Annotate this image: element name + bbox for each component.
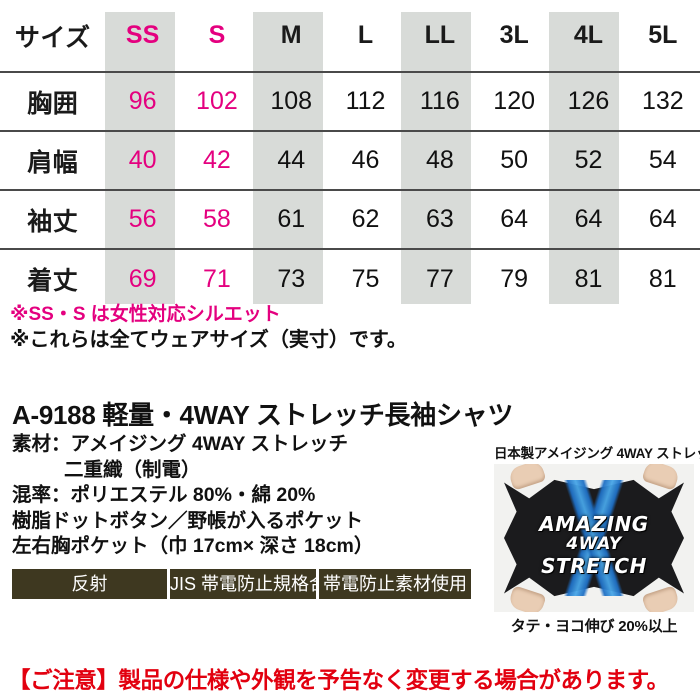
cell-shoulder-l: 46 [328,130,403,190]
row-label-shoulder: 肩幅 [0,130,106,190]
cell-bust-ll: 116 [402,71,477,131]
size-header-label: サイズ [14,23,91,52]
size-table-section: サイズ SS S M L LL 3L 4L 5L 胸囲 96 102 108 1… [0,0,700,308]
size-column-header-l: L [357,21,374,49]
product-info-section: A-9188 軽量・4WAY ストレッチ長袖シャツ 素材：アメイジング 4WAY… [12,398,514,560]
table-row: 着丈 69 71 73 75 77 79 81 81 [0,248,700,308]
note-wear-size: ※これらは全てウェアサイズ（実寸）です。 [10,329,407,351]
product-title: A-9188 軽量・4WAY ストレッチ長袖シャツ [12,400,514,430]
size-column-header-m: M [280,21,302,49]
promo-stretch-photo: AMAZING 4WAY STRETCH [494,464,694,612]
cell-sleeve-l: 62 [328,189,403,249]
badge-antistatic-material: 帯電防止素材使用 [319,569,471,599]
burst-graphic-icon [516,480,672,596]
cell-length-4l: 81 [551,248,626,308]
cell-bust-3l: 120 [477,71,552,131]
cell-bust-s: 102 [179,71,255,131]
cell-bust-ss: 96 [105,71,180,131]
cell-bust-4l: 126 [551,71,626,131]
feature-badge-row: 反射 JIS 帯電防止規格合格 帯電防止素材使用 [12,569,471,599]
cell-length-ss: 69 [105,248,180,308]
cell-length-l: 75 [328,248,403,308]
table-notes: ※SS・S は女性対応シルエット ※これらは全てウェアサイズ（実寸）です。 [10,303,480,353]
warning-notice: 【ご注意】製品の仕様や外観を予告なく変更する場合があります。 [8,668,669,693]
cell-sleeve-5l: 64 [625,189,700,249]
spec-weave: 二重織（制電） [64,458,201,481]
spec-button: 樹脂ドットボタン／野帳が入るポケット [12,509,364,532]
cell-shoulder-m: 44 [254,130,329,190]
row-label-bust: 胸囲 [0,71,106,131]
promo-graphic-line2: 4WAY [566,534,622,554]
table-row: 袖丈 56 58 61 62 63 64 64 64 [0,189,700,249]
cell-bust-l: 112 [328,71,403,131]
badge-reflective: 反射 [12,569,167,599]
row-label-sleeve: 袖丈 [0,189,106,249]
spec-pocket: 左右胸ポケット（巾 17cm× 深さ 18cm） [12,535,374,557]
cell-sleeve-s: 58 [179,189,255,249]
cell-shoulder-4l: 52 [551,130,626,190]
cell-shoulder-ss: 40 [105,130,180,190]
promo-caption-top: 日本製アメイジング 4WAY ストレッチ [494,446,700,461]
table-row: 胸囲 96 102 108 112 116 120 126 132 [0,71,700,131]
cell-length-5l: 81 [625,248,700,308]
size-table: サイズ SS S M L LL 3L 4L 5L 胸囲 96 102 108 1… [0,0,700,308]
cell-length-3l: 79 [477,248,552,308]
row-label-length: 着丈 [0,248,106,308]
size-column-header-s: S [208,21,226,49]
cell-sleeve-3l: 64 [477,189,552,249]
promo-panel: 日本製アメイジング 4WAY ストレッチ AMAZING 4WAY STRETC… [494,442,700,640]
cell-sleeve-m: 61 [254,189,329,249]
cell-bust-m: 108 [254,71,329,131]
cell-shoulder-ll: 48 [402,130,477,190]
size-column-header-4l: 4L [573,21,604,49]
size-column-header-ss: SS [125,21,160,49]
promo-graphic-line1: AMAZING [539,512,649,536]
size-column-header-5l: 5L [648,21,678,49]
cell-shoulder-3l: 50 [477,130,552,190]
cell-length-m: 73 [254,248,329,308]
badge-jis-antistatic: JIS 帯電防止規格合格 [170,569,345,599]
cell-sleeve-ll: 63 [402,189,477,249]
cell-shoulder-5l: 54 [625,130,700,190]
cell-length-ll: 77 [402,248,477,308]
cell-length-s: 71 [179,248,255,308]
size-column-header-3l: 3L [499,21,529,49]
table-row: 肩幅 40 42 44 46 48 50 52 54 [0,130,700,190]
table-header-row: サイズ SS S M L LL 3L 4L 5L [0,0,700,72]
cell-shoulder-s: 42 [179,130,255,190]
promo-graphic-line3: STRETCH [541,554,647,578]
spec-blend: 混率：ポリエステル 80%・綿 20% [12,484,316,506]
cell-sleeve-ss: 56 [105,189,180,249]
note-female-silhouette: ※SS・S は女性対応シルエット [10,304,281,325]
cell-sleeve-4l: 64 [551,189,626,249]
size-column-header-ll: LL [424,21,456,49]
spec-material: 素材：アメイジング 4WAY ストレッチ [12,433,348,455]
promo-caption-bottom: タテ・ヨコ伸び 20%以上 [510,618,678,635]
cell-bust-5l: 132 [625,71,700,131]
